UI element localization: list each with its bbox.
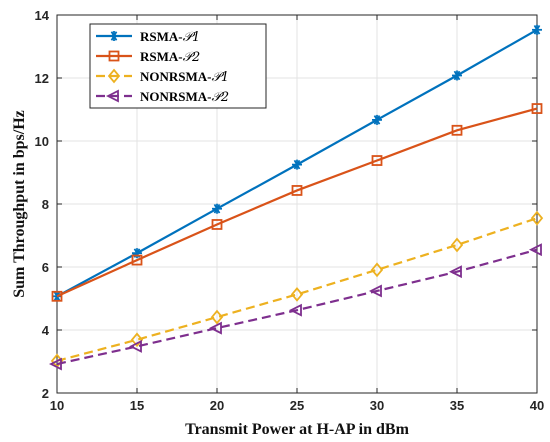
data-point	[451, 124, 463, 136]
series-3	[50, 210, 544, 369]
y-tick-label: 14	[35, 8, 50, 23]
x-tick-label: 15	[130, 398, 144, 413]
y-tick-label: 6	[42, 260, 49, 275]
data-point	[107, 68, 121, 84]
y-tick-label: 12	[35, 71, 49, 86]
y-tick-label: 8	[42, 197, 49, 212]
legend-item: NONRSMA-𝒫1	[96, 68, 229, 85]
series-line	[56, 248, 538, 366]
data-point	[530, 210, 544, 226]
legend-item: RSMA-𝒫2	[96, 49, 200, 65]
data-point	[292, 159, 302, 170]
x-tick-label: 25	[290, 398, 304, 413]
data-point	[448, 265, 462, 279]
data-point	[108, 50, 120, 62]
series-1	[52, 24, 542, 302]
data-point	[212, 203, 222, 214]
data-point	[291, 185, 303, 196]
series-group	[48, 24, 544, 371]
data-point	[105, 89, 119, 103]
data-point	[210, 309, 224, 325]
x-tick-label: 40	[530, 398, 544, 413]
data-point	[528, 243, 542, 257]
legend-label: RSMA-𝒫1	[140, 29, 200, 45]
x-tick-label: 10	[50, 398, 64, 413]
x-tick-label: 20	[210, 398, 224, 413]
y-tick-label: 2	[42, 386, 49, 401]
x-axis-label: Transmit Power at H-AP in dBm	[185, 421, 410, 438]
data-point	[532, 24, 542, 35]
data-point	[131, 254, 143, 266]
data-point	[109, 31, 119, 41]
series-2	[51, 103, 543, 302]
data-point	[48, 357, 62, 371]
data-point	[370, 262, 384, 278]
data-point	[211, 219, 223, 230]
data-point	[372, 114, 382, 125]
legend-item: RSMA-𝒫1	[96, 29, 200, 45]
legend: RSMA-𝒫1 RSMA-𝒫2 NONRSMA-𝒫1 NONRSMA-𝒫2	[89, 23, 267, 109]
data-point	[128, 339, 142, 353]
x-tick-label: 30	[370, 398, 384, 413]
series-line	[56, 107, 538, 298]
data-point	[208, 321, 222, 335]
data-point	[132, 248, 142, 259]
series-4	[48, 243, 542, 371]
legend-item: NONRSMA-𝒫2	[96, 89, 229, 105]
data-point	[450, 237, 464, 253]
data-point	[371, 155, 383, 166]
legend-label: RSMA-𝒫2	[140, 49, 200, 65]
x-tick-label: 35	[450, 398, 464, 413]
legend-label: NONRSMA-𝒫1	[140, 69, 229, 85]
legend-box	[89, 23, 267, 109]
y-axis-label: Sum Throughput in bps/Hz	[11, 110, 28, 298]
data-point	[51, 290, 63, 302]
data-point	[288, 303, 302, 317]
data-point	[531, 103, 543, 114]
legend-label: NONRSMA-𝒫2	[140, 89, 229, 105]
y-tick-label: 10	[35, 134, 49, 149]
data-point	[452, 70, 462, 81]
data-point	[130, 332, 144, 348]
y-tick-label: 4	[42, 323, 50, 338]
axis-ticks: 10 15 20 25 30 35 40 2 4 6 8 10 12 14	[35, 8, 545, 413]
data-point	[290, 286, 304, 302]
data-point	[368, 284, 382, 298]
